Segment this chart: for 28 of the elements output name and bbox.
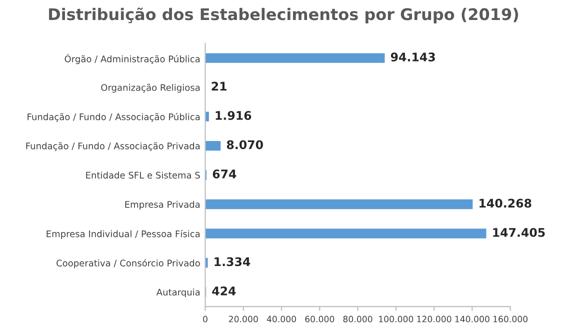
- data-label: 8.070: [226, 140, 263, 150]
- y-tick-label: Empresa Privada: [125, 200, 200, 210]
- x-tick-label: 120.000: [417, 316, 452, 322]
- data-label: 424: [212, 286, 236, 296]
- x-tick-label: 40.000: [266, 316, 296, 322]
- y-tick-label: Empresa Individual / Pessoa Física: [46, 230, 200, 239]
- x-tick-label: 0: [203, 316, 208, 322]
- data-label: 94.143: [390, 52, 435, 62]
- x-tick-label: 140.000: [455, 316, 490, 322]
- y-tick-label: Fundação / Fundo / Associação Pública: [28, 112, 200, 122]
- chart-title: Distribuição dos Estabelecimentos por Grupo (2019): [49, 8, 518, 24]
- x-tick-label: 100.000: [379, 316, 414, 322]
- y-tick-label: Cooperativa / Consórcio Privado: [56, 259, 200, 268]
- data-label: 140.268: [480, 198, 532, 208]
- x-tick-label: 80.000: [343, 316, 372, 322]
- data-label: 1.334: [214, 257, 250, 266]
- data-label: 1.916: [216, 111, 252, 120]
- y-tick-label: Órgão / Administração Pública: [64, 54, 200, 64]
- x-tick-label: 20.000: [228, 316, 258, 322]
- y-tick-label: Entidade SFL e Sistema S: [86, 172, 200, 179]
- y-tick-label: Fundação / Fundo / Associação Privada: [26, 142, 200, 151]
- y-tick-label: Autarquia: [156, 288, 200, 298]
- x-tick-label: 60.000: [305, 316, 334, 322]
- data-label: 674: [212, 170, 236, 178]
- data-label: 147.405: [493, 228, 545, 237]
- y-tick-label: Organização Religiosa: [101, 84, 200, 93]
- data-label: 21: [212, 82, 226, 91]
- x-tick-label: 160.000: [493, 316, 528, 322]
